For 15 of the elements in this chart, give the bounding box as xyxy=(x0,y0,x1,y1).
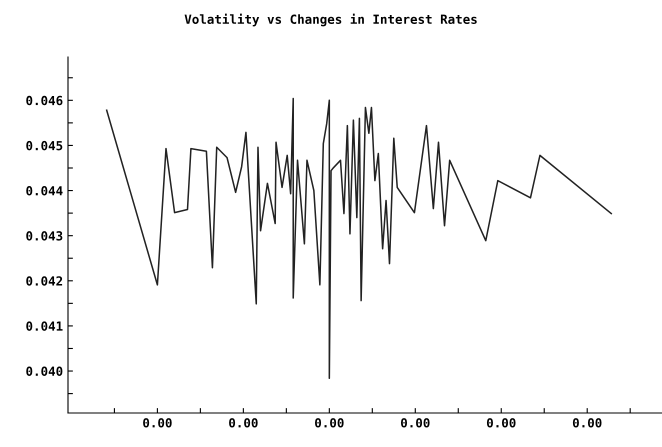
line-series xyxy=(106,98,612,380)
x-tick-label: 0.00 xyxy=(143,418,172,428)
y-tick-label: 0.040 xyxy=(26,366,62,376)
y-tick-label: 0.046 xyxy=(26,96,62,106)
y-tick-label: 0.044 xyxy=(26,186,63,196)
y-tick-label: 0.041 xyxy=(26,321,63,331)
x-tick-label: 0.00 xyxy=(572,418,602,428)
x-tick-label: 0.00 xyxy=(315,418,344,428)
chart-title: Volatility vs Changes in Interest Rates xyxy=(184,14,477,26)
x-tick-label: 0.00 xyxy=(229,418,258,428)
y-tick-label: 0.045 xyxy=(26,140,62,150)
x-tick-label: 0.00 xyxy=(486,418,516,428)
y-tick-label: 0.042 xyxy=(26,276,62,286)
x-tick-label: 0.00 xyxy=(400,418,430,428)
y-tick-label: 0.043 xyxy=(26,231,62,241)
